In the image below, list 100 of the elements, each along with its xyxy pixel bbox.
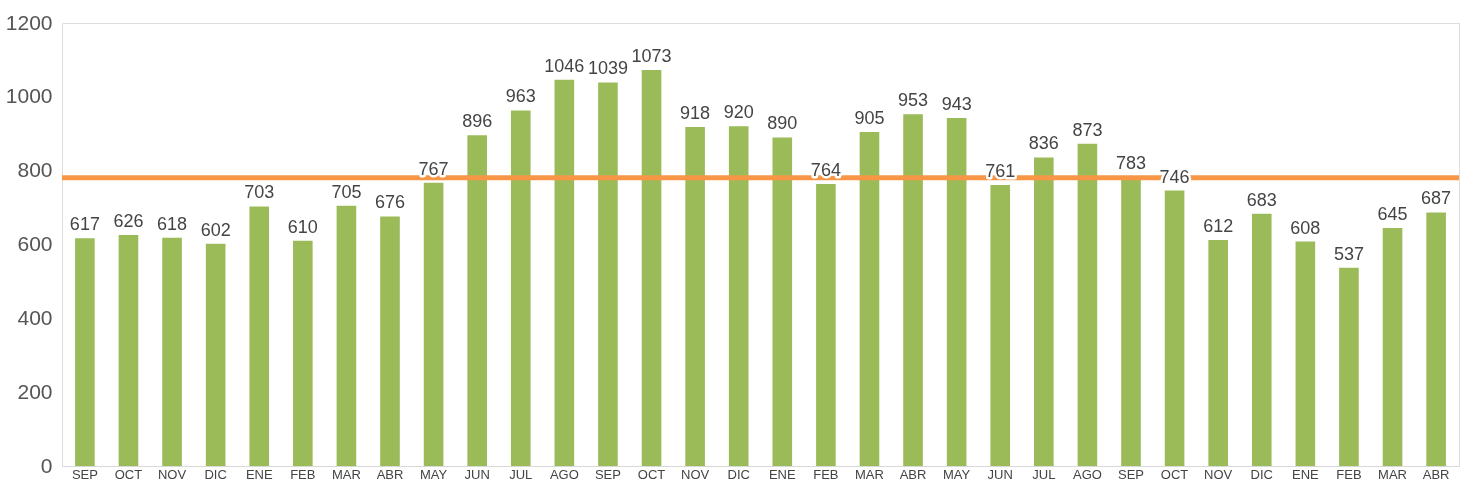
x-tick-label: MAY — [943, 466, 971, 482]
bar — [1034, 157, 1054, 466]
x-tick-label: MAR — [1378, 466, 1407, 482]
y-tick-label: 0 — [40, 453, 53, 477]
bar — [1426, 212, 1446, 466]
data-label: 873 — [1072, 119, 1103, 140]
bar — [1208, 240, 1228, 466]
bar — [990, 185, 1011, 466]
bar — [772, 137, 793, 466]
data-label: 920 — [723, 102, 754, 123]
bar — [1339, 267, 1359, 466]
x-tick-label: ABR — [376, 466, 404, 482]
y-tick-label: 800 — [17, 158, 53, 182]
x-tick-label: MAR — [855, 466, 884, 482]
data-label: 1046 — [544, 55, 585, 76]
data-label: 767 — [418, 158, 449, 179]
bar — [293, 240, 313, 466]
data-label: 905 — [854, 107, 885, 128]
data-label: 783 — [1115, 152, 1147, 173]
x-tick-label: NOV — [1204, 466, 1233, 482]
x-tick-label: FEB — [813, 466, 839, 482]
bar — [1295, 241, 1316, 466]
data-label: 610 — [287, 216, 318, 237]
bar — [1251, 213, 1272, 466]
bar — [685, 127, 705, 466]
bar — [75, 238, 95, 466]
data-label: 608 — [1290, 217, 1321, 238]
x-tick-label: DIC — [204, 466, 227, 482]
bar — [423, 182, 444, 466]
x-tick-label: JUN — [464, 466, 490, 482]
data-label: 918 — [680, 103, 711, 124]
x-tick-label: JUN — [987, 466, 1013, 482]
data-label: 612 — [1203, 216, 1234, 237]
data-label: 963 — [505, 86, 536, 107]
bar — [510, 110, 531, 466]
x-tick-label: SEP — [1117, 466, 1145, 482]
bar — [641, 69, 662, 466]
y-tick-label: 1200 — [5, 10, 53, 34]
x-tick-label: JUL — [1032, 466, 1056, 482]
y-tick-label: 600 — [17, 232, 53, 255]
bar — [118, 234, 139, 466]
data-label: 703 — [244, 182, 275, 203]
bar — [598, 82, 618, 466]
data-label: 1073 — [631, 45, 672, 66]
bar — [903, 114, 923, 466]
x-tick-label: DIC — [727, 466, 750, 482]
x-tick-label: DIC — [1250, 466, 1273, 482]
y-tick-label: 1000 — [5, 84, 53, 108]
x-tick-label: OCT — [637, 466, 666, 482]
x-tick-label: MAY — [419, 466, 448, 482]
bar — [554, 79, 575, 466]
x-tick-label: ABR — [1422, 466, 1450, 482]
data-label: 943 — [941, 93, 972, 114]
data-label: 896 — [462, 111, 493, 132]
x-tick-label: ENE — [245, 466, 273, 482]
data-label: 626 — [113, 210, 144, 231]
data-label: 676 — [374, 192, 406, 213]
bar — [1077, 143, 1098, 466]
bar — [205, 243, 226, 466]
x-tick-label: ENE — [768, 466, 796, 482]
bar — [162, 237, 182, 466]
x-tick-label: NOV — [681, 466, 710, 482]
y-tick-label: 200 — [17, 379, 53, 403]
bar — [336, 205, 357, 466]
data-label: 890 — [767, 113, 798, 134]
bar — [859, 131, 880, 466]
data-label: 687 — [1421, 188, 1452, 209]
x-tick-label: SEP — [71, 466, 98, 482]
x-tick-label: NOV — [157, 466, 187, 482]
x-tick-label: OCT — [1160, 466, 1189, 482]
data-label: 617 — [69, 214, 100, 235]
bar — [946, 117, 967, 466]
data-label: 1039 — [587, 58, 628, 79]
data-label: 953 — [898, 90, 929, 111]
x-tick-label: SEP — [594, 466, 621, 482]
x-tick-label: ENE — [1291, 466, 1320, 482]
y-tick-label: 400 — [17, 305, 53, 329]
bar — [728, 126, 749, 466]
bar — [249, 206, 270, 466]
data-label: 602 — [200, 219, 231, 240]
x-tick-label: MAR — [331, 466, 361, 482]
x-tick-label: AGO — [549, 466, 579, 482]
bar — [467, 135, 487, 466]
bar — [1382, 227, 1403, 466]
data-label: 764 — [810, 159, 841, 180]
data-label: 836 — [1028, 133, 1059, 154]
x-tick-label: FEB — [290, 466, 316, 482]
x-tick-label: FEB — [1336, 466, 1362, 482]
x-tick-label: ABR — [899, 466, 927, 482]
bar — [816, 183, 836, 466]
x-tick-label: OCT — [114, 466, 143, 482]
x-tick-label: JUL — [509, 466, 533, 482]
bar — [380, 216, 400, 466]
data-label: 705 — [331, 181, 362, 202]
data-label: 537 — [1333, 243, 1364, 264]
bar — [1164, 190, 1185, 466]
data-label: 683 — [1246, 189, 1277, 210]
x-tick-label: AGO — [1072, 466, 1102, 482]
data-label: 645 — [1377, 203, 1408, 224]
data-label: 618 — [157, 213, 188, 234]
